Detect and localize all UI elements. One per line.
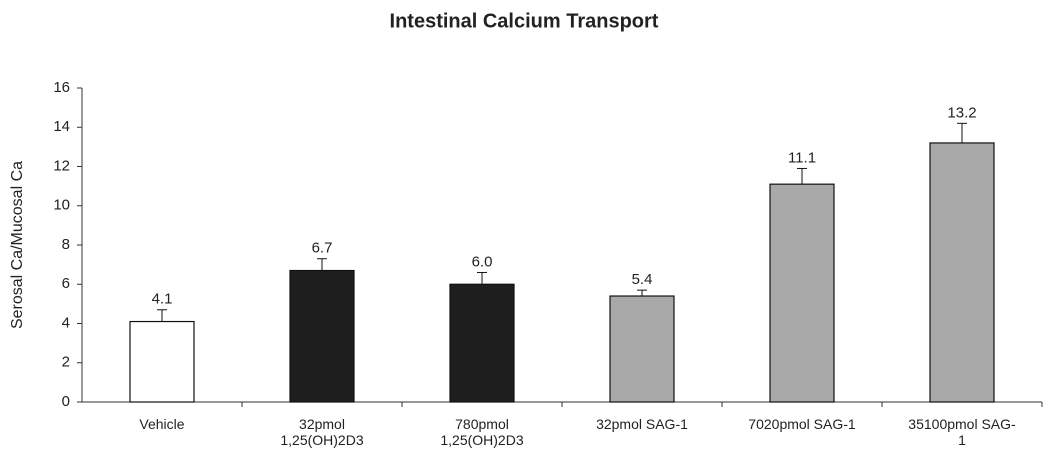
value-label: 6.0 (472, 253, 493, 270)
bar (609, 295, 675, 403)
x-tick-label: 780pmol 1,25(OH)2D3 (440, 416, 524, 448)
y-tick-label: 6 (62, 275, 70, 292)
x-tick-label: 7020pmol SAG-1 (748, 416, 856, 432)
y-tick-label: 4 (62, 314, 70, 331)
bar (769, 183, 835, 403)
y-tick-label: 16 (53, 79, 70, 96)
value-label: 13.2 (947, 104, 976, 121)
bar (449, 283, 515, 403)
y-tick-label: 8 (62, 236, 70, 253)
x-tick-label: 32pmol SAG-1 (596, 416, 688, 432)
bar (289, 269, 355, 403)
value-label: 5.4 (632, 271, 653, 288)
bar (929, 142, 995, 403)
y-axis-label: Serosal Ca/Mucosal Ca (9, 161, 26, 329)
y-tick-label: 10 (53, 197, 70, 214)
y-tick-label: 12 (53, 157, 70, 174)
x-tick-label: 32pmol 1,25(OH)2D3 (280, 416, 364, 448)
x-tick-label: 35100pmol SAG-1 (908, 416, 1016, 448)
value-label: 11.1 (788, 149, 816, 166)
x-tick-label: Vehicle (139, 416, 185, 432)
value-label: 6.7 (312, 240, 333, 257)
chart-title: Intestinal Calcium Transport (390, 10, 659, 32)
value-label: 4.1 (152, 291, 173, 308)
y-tick-label: 2 (62, 354, 70, 371)
y-tick-label: 0 (62, 393, 70, 410)
y-tick-label: 14 (53, 118, 70, 135)
bar (129, 320, 195, 403)
